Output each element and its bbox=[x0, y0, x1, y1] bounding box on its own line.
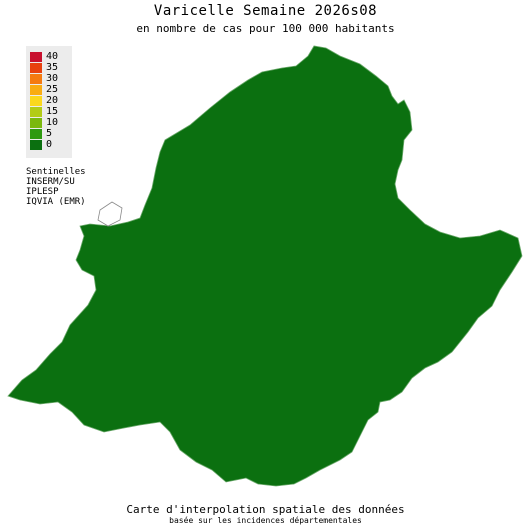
source-line: Sentinelles bbox=[26, 167, 86, 177]
legend-swatch bbox=[30, 129, 42, 139]
legend-item: 10 bbox=[30, 117, 70, 128]
data-sources: Sentinelles INSERM/SU IPLESP IQVIA (EMR) bbox=[26, 167, 86, 207]
source-line: IPLESP bbox=[26, 187, 59, 197]
legend-item: 30 bbox=[30, 73, 70, 84]
legend-swatch bbox=[30, 52, 42, 62]
legend-label: 40 bbox=[46, 51, 59, 62]
legend-item: 15 bbox=[30, 106, 70, 117]
source-line: IQVIA (EMR) bbox=[26, 197, 86, 207]
legend-label: 20 bbox=[46, 95, 59, 106]
legend-label: 10 bbox=[46, 117, 59, 128]
legend-swatch bbox=[30, 96, 42, 106]
source-line: INSERM/SU bbox=[26, 177, 75, 187]
legend-swatch bbox=[30, 63, 42, 73]
legend-swatch bbox=[30, 118, 42, 128]
color-legend: 40 35 30 25 20 15 10 5 0 bbox=[26, 46, 72, 158]
legend-swatch bbox=[30, 74, 42, 84]
legend-swatch bbox=[30, 85, 42, 95]
legend-label: 30 bbox=[46, 73, 59, 84]
legend-label: 25 bbox=[46, 84, 59, 95]
legend-label: 0 bbox=[46, 139, 53, 150]
legend-swatch bbox=[30, 140, 42, 150]
legend-item: 0 bbox=[30, 139, 70, 150]
legend-item: 25 bbox=[30, 84, 70, 95]
footer-caption: Carte d'interpolation spatiale des donné… bbox=[126, 503, 405, 516]
france-outline bbox=[7, 45, 523, 487]
enclave-outline bbox=[97, 201, 123, 227]
legend-item: 20 bbox=[30, 95, 70, 106]
legend-label: 35 bbox=[46, 62, 59, 73]
legend-swatch bbox=[30, 107, 42, 117]
legend-item: 35 bbox=[30, 62, 70, 73]
footer-subcaption: basée sur les incidences départementales bbox=[169, 516, 362, 525]
map-subtitle: en nombre de cas pour 100 000 habitants bbox=[136, 22, 395, 35]
map-title: Varicelle Semaine 2026s08 bbox=[153, 3, 378, 19]
legend-item: 40 bbox=[30, 51, 70, 62]
legend-label: 15 bbox=[46, 106, 59, 117]
legend-label: 5 bbox=[46, 128, 53, 139]
legend-item: 5 bbox=[30, 128, 70, 139]
